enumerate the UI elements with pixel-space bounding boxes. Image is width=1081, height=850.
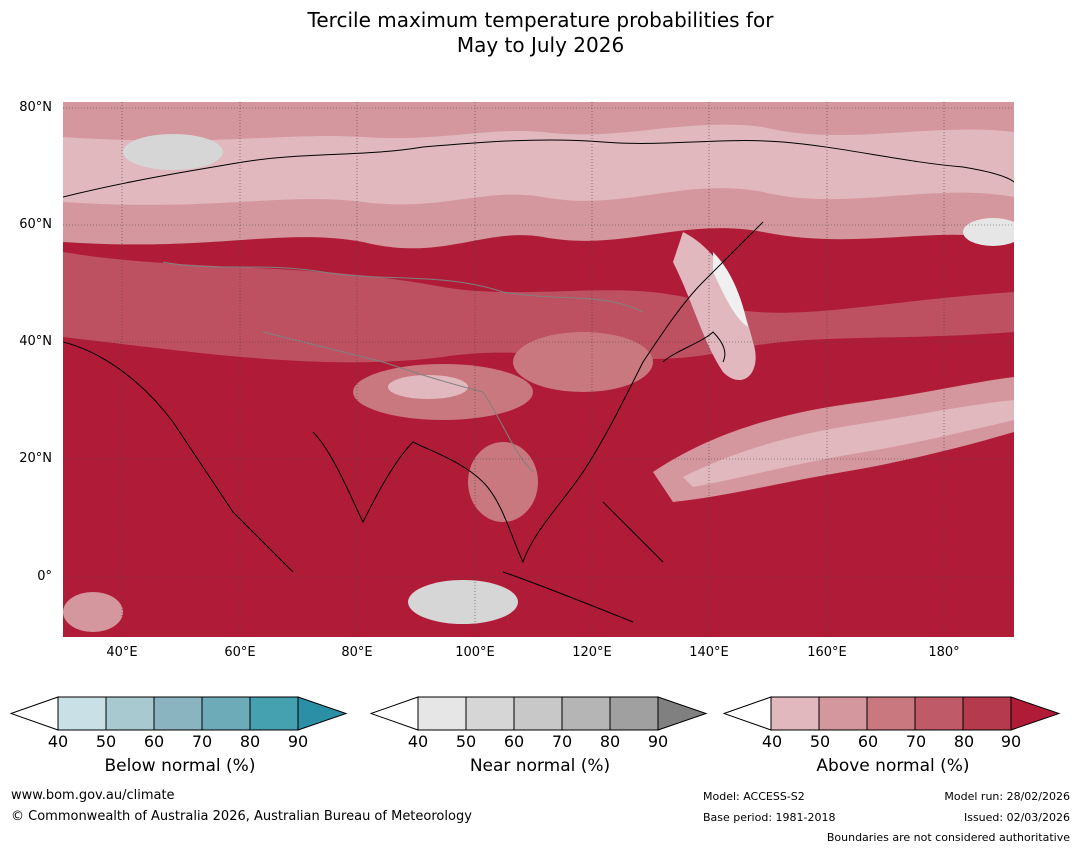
colorbar-near-tick: 70 xyxy=(551,732,573,751)
colorbar-near-tick: 40 xyxy=(407,732,429,751)
colorbar-above-tick: 90 xyxy=(1000,732,1022,751)
colorbar-swatch xyxy=(105,696,155,731)
colorbar-swatch xyxy=(657,696,708,731)
region-africa-coast xyxy=(63,592,123,632)
colorbar-swatch xyxy=(770,696,820,731)
lat-label-80n: 80°N xyxy=(19,100,52,115)
region-japan-coast xyxy=(673,232,756,381)
colorbar-near-label: Near normal (%) xyxy=(469,756,611,776)
colorbar-swatch xyxy=(465,696,515,731)
colorbar-below-tick: 50 xyxy=(95,732,117,751)
map-svg xyxy=(62,102,1023,637)
colorbar-above-tick: 80 xyxy=(953,732,975,751)
colorbar-under-arrow xyxy=(369,696,419,731)
colorbar-above-swatches xyxy=(722,696,1061,731)
colorbar-above-tick: 50 xyxy=(809,732,831,751)
footer-base-period: Base period: 1981-2018 xyxy=(703,811,836,824)
lat-label-60n: 60°N xyxy=(19,217,52,232)
borders xyxy=(162,261,644,473)
colorbar-swatch xyxy=(57,696,107,731)
colorbar-above-label: Above normal (%) xyxy=(816,756,970,776)
band-arctic xyxy=(63,102,1014,141)
colorbar-below-label: Below normal (%) xyxy=(104,756,256,776)
region-china xyxy=(513,332,653,392)
colorbar-swatch xyxy=(561,696,611,731)
region-indochina xyxy=(468,442,538,522)
lon-label-140e: 140°E xyxy=(689,645,729,660)
probability-map xyxy=(62,102,1023,637)
band-midlat xyxy=(63,252,1014,363)
colorbar-under-arrow xyxy=(9,696,59,731)
colorbar-below-tick: 90 xyxy=(287,732,309,751)
colorbar-swatch xyxy=(417,696,467,731)
graticule xyxy=(63,102,1014,637)
lon-label-40e: 40°E xyxy=(106,645,138,660)
lon-label-60e: 60°E xyxy=(224,645,256,660)
footer-website: www.bom.gov.au/climate xyxy=(11,788,175,803)
region-indian-ocean-near-normal xyxy=(408,580,518,624)
region-europe-near-normal xyxy=(123,134,223,170)
colorbar-swatch xyxy=(1010,696,1061,731)
map-title: Tercile maximum temperature probabilitie… xyxy=(0,8,1081,58)
footer-model-run: Model run: 28/02/2026 xyxy=(944,790,1070,803)
footer-boundaries-note: Boundaries are not considered authoritat… xyxy=(826,831,1070,844)
colorbar-below-tick: 80 xyxy=(239,732,261,751)
colorbar-swatch xyxy=(962,696,1012,731)
colorbar-swatch xyxy=(609,696,659,731)
colorbar-below-tick: 70 xyxy=(191,732,213,751)
colorbar-under-arrow xyxy=(722,696,772,731)
lat-label-0: 0° xyxy=(37,569,52,584)
lon-label-120e: 120°E xyxy=(572,645,612,660)
region-tibet-core xyxy=(388,375,468,399)
colorbar-below-normal: 40 50 60 70 80 90 Below normal (%) xyxy=(9,696,350,786)
title-line-1: Tercile maximum temperature probabilitie… xyxy=(307,8,774,32)
colorbar-near-tick: 60 xyxy=(503,732,525,751)
colorbar-below-tick: 40 xyxy=(47,732,69,751)
lon-label-80e: 80°E xyxy=(341,645,373,660)
colorbar-swatch xyxy=(818,696,868,731)
lon-label-160e: 160°E xyxy=(807,645,847,660)
lat-label-40n: 40°N xyxy=(19,334,52,349)
footer-issued: Issued: 02/03/2026 xyxy=(963,811,1070,824)
coastlines xyxy=(62,139,1015,623)
colorbar-swatch xyxy=(914,696,964,731)
colorbar-above-tick: 70 xyxy=(905,732,927,751)
colorbar-swatch xyxy=(249,696,299,731)
lon-label-180: 180° xyxy=(928,645,960,660)
lat-label-20n: 20°N xyxy=(19,451,52,466)
colorbar-below-swatches xyxy=(9,696,348,731)
colorbar-swatch xyxy=(297,696,348,731)
colorbar-near-normal: 40 50 60 70 80 90 Near normal (%) xyxy=(369,696,710,786)
footer-copyright: © Commonwealth of Australia 2026, Austra… xyxy=(11,809,472,824)
colorbar-above-tick: 60 xyxy=(857,732,879,751)
colorbar-swatch xyxy=(153,696,203,731)
region-pacific-core xyxy=(683,400,1014,487)
footer-model: Model: ACCESS-S2 xyxy=(703,790,805,803)
colorbar-below-tick: 60 xyxy=(143,732,165,751)
colorbar-near-tick: 80 xyxy=(599,732,621,751)
colorbar-near-tick: 50 xyxy=(455,732,477,751)
colorbar-near-tick: 90 xyxy=(647,732,669,751)
colorbar-above-normal: 40 50 60 70 80 90 Above normal (%) xyxy=(722,696,1063,786)
region-okhotsk-white xyxy=(713,252,748,327)
colorbar-swatch xyxy=(201,696,251,731)
lon-label-100e: 100°E xyxy=(455,645,495,660)
title-line-2: May to July 2026 xyxy=(456,33,625,57)
colorbar-near-swatches xyxy=(369,696,708,731)
colorbar-swatch xyxy=(513,696,563,731)
colorbar-swatch xyxy=(866,696,916,731)
colorbar-above-tick: 40 xyxy=(761,732,783,751)
